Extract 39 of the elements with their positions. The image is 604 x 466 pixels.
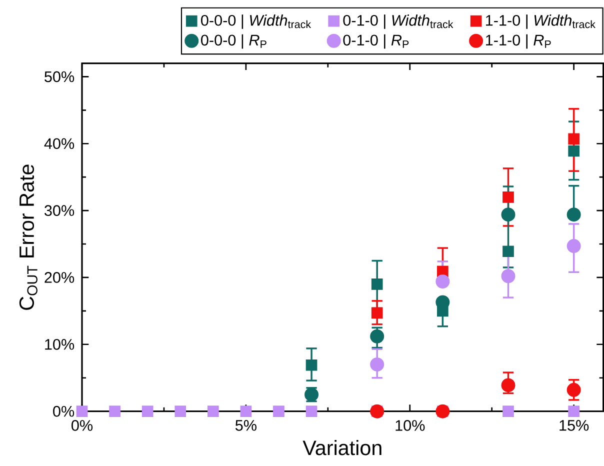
point: [371, 307, 383, 319]
point: [174, 406, 186, 417]
x-tick-label: 5%: [235, 420, 256, 431]
y-tick-label: 30%: [44, 205, 74, 216]
legend-label: 0-0-0 | Width$_{track}$: [201, 14, 312, 29]
y-tick-label: 20%: [44, 272, 74, 283]
point: [371, 278, 383, 290]
legend-label: 0-1-0 | R$_{P}$: [343, 34, 409, 49]
point: [76, 406, 88, 417]
y-tick-label: 40%: [44, 138, 74, 150]
point: [436, 274, 450, 288]
y-tick-label: 10%: [45, 338, 74, 350]
point: [501, 269, 516, 284]
point: [568, 133, 580, 145]
point: [502, 406, 514, 417]
point: [207, 406, 219, 417]
legend-label: 0-0-0 | R$_{P}$: [201, 34, 266, 49]
y-tick-label: 0%: [53, 406, 74, 417]
x-tick-label: 0%: [72, 420, 93, 431]
legend-label: 0-1-0 | Width$_{track}$: [343, 14, 454, 29]
point: [501, 208, 516, 222]
point: [370, 357, 384, 372]
point: [568, 145, 580, 157]
point: [306, 359, 318, 371]
point: [568, 406, 580, 417]
y-axis-title: C$_{OUT}$ Error Rate: [19, 164, 38, 310]
x-tick-label: 10%: [396, 420, 425, 431]
point: [142, 406, 154, 417]
point: [109, 406, 120, 417]
point: [502, 246, 514, 258]
x-tick-label: 15%: [560, 420, 589, 431]
point: [502, 191, 514, 203]
point: [273, 406, 284, 417]
point: [306, 406, 318, 417]
legend-label: 1-1-0 | R$_{P}$: [486, 34, 551, 49]
legend-label: 1-1-0 | Width$_{track}$: [486, 14, 596, 29]
point: [240, 406, 252, 417]
y-tick-label: 50%: [44, 71, 74, 82]
x-axis-title: Variation: [302, 440, 382, 456]
